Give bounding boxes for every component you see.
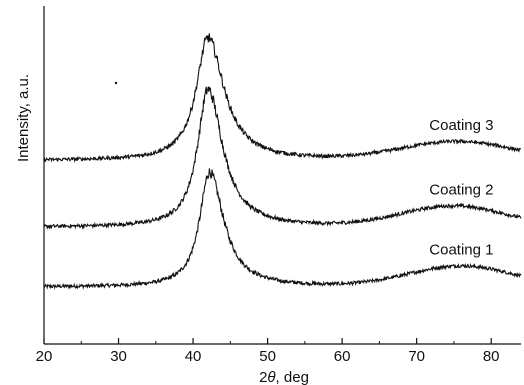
series-line-3	[43, 33, 522, 163]
series-labels: Coating 1 Coating 2 Coating 3	[429, 117, 493, 258]
x-axis-title: 2θ, deg	[259, 369, 309, 385]
x-tick-label: 50	[259, 348, 276, 365]
series-label-3: Coating 3	[429, 117, 493, 134]
series-line-1	[43, 168, 522, 290]
x-tick-label: 40	[185, 348, 202, 365]
series-line-2	[43, 86, 522, 230]
series-label-1: Coating 1	[429, 241, 493, 258]
x-tick-label: 60	[334, 348, 351, 365]
series-lines	[43, 33, 522, 290]
y-axis-title: Intensity, a.u.	[15, 74, 32, 162]
series-label-2: Coating 2	[429, 182, 493, 199]
x-axis-title-symbol: θ	[267, 369, 275, 385]
x-axis-title-suffix: , deg	[276, 369, 309, 385]
x-ticks: 20 30 40 50 60 70 80	[36, 338, 500, 365]
stray-dot	[114, 81, 118, 85]
x-tick-label: 70	[408, 348, 425, 365]
x-tick-label: 80	[483, 348, 500, 365]
x-tick-label: 20	[36, 348, 53, 365]
x-tick-label: 30	[110, 348, 127, 365]
x-axis-title-prefix: 2	[259, 369, 267, 385]
